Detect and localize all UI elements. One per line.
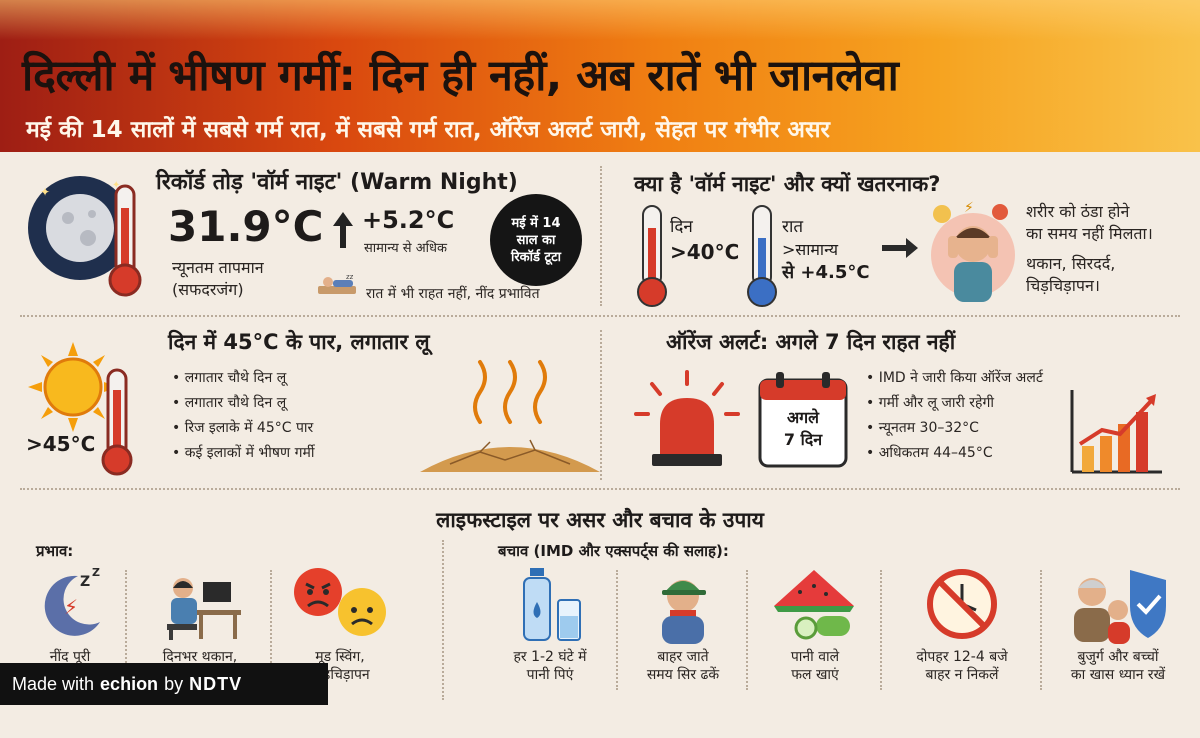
day-label: दिन (670, 217, 693, 237)
alert-bullet: • गर्मी और लू जारी रहेगी (866, 395, 994, 411)
temp-delta-label: सामान्य से अधिक (364, 241, 448, 256)
thermometer-hot-icon (637, 205, 667, 307)
arrow-right-icon (882, 238, 918, 258)
calendar-label-1: अगले (786, 408, 820, 427)
what-is-panel: क्या है 'वॉर्म नाइट' और क्यों खतरनाक? दि… (612, 160, 1182, 310)
lifestyle-heading: लाइफस्टाइल पर असर और बचाव के उपाय (436, 508, 764, 532)
tip-caption: दोपहर 12-4 बजे बाहर न निकलें (916, 649, 1008, 683)
alert-panel: ऑरेंज अलर्ट: अगले 7 दिन राहत नहीं अगले 7… (612, 322, 1182, 484)
siren-icon (634, 370, 740, 466)
day-heat-panel: दिन में 45°C के पार, लगातार लू >45°C • ल… (22, 322, 600, 484)
made-with-text: Made with (12, 673, 95, 694)
night-value-2: से +4.5°C (782, 262, 870, 283)
moon-sleep-icon: Z Z ⚡ (44, 566, 100, 636)
tip-divider (1040, 570, 1042, 690)
day-value: >40°C (670, 240, 740, 264)
what-is-text-4: चिड़चिड़ापन। (1026, 276, 1100, 295)
moon-thermometer-icon: ✦ ✦ (28, 176, 142, 297)
tip-caption: पानी वाले फल खाएं (790, 649, 840, 683)
min-temp-label: न्यूनतम तापमान (172, 258, 264, 277)
day-temp-value: >45°C (26, 432, 96, 456)
what-is-text-2: का समय नहीं मिलता। (1026, 224, 1153, 243)
svg-text:⚡: ⚡ (64, 595, 78, 619)
ndtv-logo: NDTV (189, 673, 243, 694)
tip-divider (616, 570, 618, 690)
header-glow (0, 0, 1200, 40)
divider-middle (600, 330, 602, 480)
divider-row-1 (20, 315, 1180, 317)
tip-divider (880, 570, 882, 690)
thermometer-night-icon (747, 205, 777, 307)
alert-heading: ऑरेंज अलर्ट: अगले 7 दिन राहत नहीं (666, 330, 956, 354)
day-heat-bullet: • लगातार चौथे दिन लू (172, 395, 287, 411)
water-bottle-icon (523, 568, 581, 641)
day-heat-bullet: • लगातार चौथे दिन लू (172, 370, 287, 386)
sleep-note: रात में भी राहत नहीं, नींद प्रभावित (366, 286, 540, 302)
day-heat-heading: दिन में 45°C के पार, लगातार लू (168, 330, 430, 354)
svg-text:✦: ✦ (40, 185, 50, 199)
impact-divider (125, 570, 127, 690)
what-is-text-1: शरीर को ठंडा होने (1026, 202, 1130, 221)
arrow-up-icon (333, 212, 353, 248)
what-is-heading: क्या है 'वॉर्म नाइट' और क्यों खतरनाक? (634, 172, 941, 196)
impact-label: प्रभाव: (36, 542, 74, 560)
day-heat-bullet: • रिज इलाके में 45°C पार (172, 420, 314, 436)
rising-chart-icon (1070, 390, 1162, 474)
divider-row-2 (20, 488, 1180, 490)
svg-text:⚡: ⚡ (964, 200, 974, 216)
svg-text:zz: zz (346, 273, 354, 281)
no-sun-clock-icon (927, 569, 997, 639)
alert-bullet: • IMD ने जारी किया ऑरेंज अलर्ट (866, 370, 1043, 386)
temp-delta: +5.2°C (362, 206, 455, 234)
watermelon-icon (774, 570, 854, 640)
warm-night-panel: ✦ ✦ रिकॉर्ड तोड़ 'वॉर्म नाइट' (Warm Nigh… (22, 160, 592, 310)
calendar-icon (758, 372, 848, 468)
min-temp-value: 31.9°C (168, 202, 324, 251)
made-with-badge[interactable]: Made with echion by NDTV (0, 663, 328, 705)
record-badge: मई में 14 साल का रिकॉर्ड टूटा (490, 194, 582, 286)
impact-caption: दिनभर थकान, (162, 649, 238, 665)
calendar-label-2: 7 दिन (783, 430, 823, 449)
tip-caption: बुजुर्ग और बच्चों का खास ध्यान रखें (1070, 649, 1166, 683)
tip-caption: हर 1-2 घंटे में पानी पिएं (513, 649, 587, 683)
tired-worker-icon (167, 578, 241, 640)
station-label: (सफदरजंग) (172, 280, 244, 299)
svg-text:Z: Z (80, 574, 90, 590)
svg-text:✦: ✦ (112, 180, 120, 191)
echion-logo: echion (100, 673, 159, 694)
alert-bullet: • अधिकतम 44–45°C (866, 445, 993, 461)
warm-night-heading: रिकॉर्ड तोड़ 'वॉर्म नाइट' (Warm Night) (156, 170, 518, 195)
header-banner: दिल्ली में भीषण गर्मी: दिन ही नहीं, अब र… (0, 0, 1200, 152)
elderly-child-shield-icon (1074, 570, 1166, 644)
impact-divider (270, 570, 272, 690)
night-label: रात (782, 217, 804, 237)
headache-person-icon: ⚡ (931, 200, 1015, 302)
svg-text:Z: Z (92, 566, 100, 579)
divider-top (600, 166, 602, 306)
cap-person-icon (662, 580, 706, 644)
page-title: दिल्ली में भीषण गर्मी: दिन ही नहीं, अब र… (22, 51, 899, 101)
divider-lifestyle (442, 540, 444, 700)
page-subtitle: मई की 14 सालों में सबसे गर्म रात, में सब… (26, 117, 830, 143)
what-is-text-3: थकान, सिरदर्द, (1026, 254, 1116, 273)
alert-list: • IMD ने जारी किया ऑरेंज अलर्ट • गर्मी औ… (866, 368, 1043, 462)
day-heat-list: • लगातार चौथे दिन लू • लगातार चौथे दिन ल… (172, 368, 314, 462)
day-heat-bullet: • कई इलाकों में भीषण गर्मी (172, 445, 315, 461)
cracked-earth-icon (420, 360, 600, 472)
tip-caption: बाहर जाते समय सिर ढकें (646, 649, 720, 683)
prevention-label: बचाव (IMD और एक्सपर्ट्स की सलाह): (498, 542, 729, 560)
impact-caption: नींद पूरी (49, 649, 91, 665)
alert-bullet: • न्यूनतम 30–32°C (866, 420, 979, 436)
by-text: by (164, 673, 184, 694)
angry-sad-face-icon (294, 568, 386, 636)
tip-divider (746, 570, 748, 690)
sun-thermometer-icon (28, 342, 133, 476)
night-value-1: >सामान्य (782, 240, 839, 259)
sleeping-person-icon: zz (318, 273, 356, 294)
